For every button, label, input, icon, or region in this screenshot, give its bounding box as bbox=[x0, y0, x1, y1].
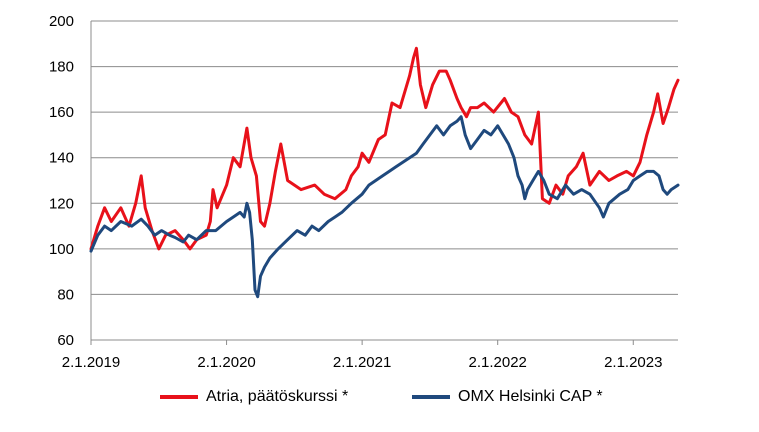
legend-swatch-atria bbox=[160, 395, 198, 399]
y-tick-label: 100 bbox=[49, 241, 74, 258]
legend-label-omx: OMX Helsinki CAP * bbox=[458, 388, 603, 405]
y-tick-label: 200 bbox=[49, 13, 74, 30]
legend-label-atria: Atria, päätöskurssi * bbox=[206, 388, 349, 405]
axes bbox=[90, 21, 634, 345]
y-tick-label: 160 bbox=[49, 104, 74, 121]
y-tick-label: 120 bbox=[49, 195, 74, 212]
y-tick-label: 60 bbox=[57, 332, 74, 349]
y-tick-labels: 60 80 100 120 140 160 180 200 bbox=[49, 13, 74, 349]
y-tick-label: 140 bbox=[49, 150, 74, 167]
x-tick-label: 2.1.2022 bbox=[469, 354, 527, 371]
y-tick-label: 80 bbox=[57, 286, 74, 303]
legend-swatch-omx bbox=[412, 395, 450, 399]
legend-item-atria: Atria, päätöskurssi * bbox=[160, 388, 348, 406]
x-tick-label: 2.1.2023 bbox=[604, 354, 662, 371]
y-tick-label: 180 bbox=[49, 59, 74, 76]
x-tick-label: 2.1.2021 bbox=[333, 354, 391, 371]
series-line-omx bbox=[89, 115, 680, 299]
x-tick-labels: 2.1.2019 2.1.2020 2.1.2021 2.1.2022 2.1.2023 bbox=[62, 354, 663, 371]
legend-item-omx: OMX Helsinki CAP * bbox=[412, 388, 603, 406]
series-line-atria bbox=[89, 46, 680, 251]
legend: Atria, päätöskurssi * OMX Helsinki CAP * bbox=[0, 388, 759, 412]
series-lines bbox=[89, 46, 680, 299]
x-tick-label: 2.1.2020 bbox=[197, 354, 255, 371]
x-tick-label: 2.1.2019 bbox=[62, 354, 120, 371]
